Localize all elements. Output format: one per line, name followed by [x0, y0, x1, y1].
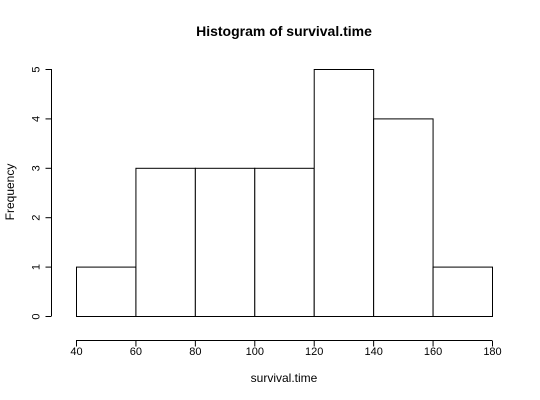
x-axis: 40 60 80 100 120 140 160 180: [70, 340, 502, 358]
histogram-bar-140-160: [373, 118, 434, 318]
y-tick-label: 1: [31, 264, 43, 270]
bars-group: [76, 69, 494, 318]
histogram-bar-100-120: [254, 167, 315, 317]
histogram-bar-120-140: [313, 69, 375, 317]
x-tick-label: 80: [189, 346, 201, 358]
y-tick-label: 5: [31, 66, 43, 72]
chart-title: Histogram of survival.time: [196, 23, 372, 39]
histogram-bar-80-100: [194, 167, 256, 317]
x-tick-label: 140: [364, 346, 382, 358]
y-axis-label: Frequency: [3, 164, 17, 221]
x-tick-label: 160: [424, 346, 442, 358]
x-tick-label: 40: [70, 346, 82, 358]
y-tick-label: 2: [31, 215, 43, 221]
x-tick-label: 60: [130, 346, 142, 358]
y-axis: 0 1 2 3 4 5: [31, 66, 52, 320]
x-tick-label: 120: [305, 346, 323, 358]
y-tick-label: 4: [31, 116, 43, 122]
histogram-bar-40-60: [76, 266, 137, 318]
histogram-bar-60-80: [135, 167, 196, 317]
histogram-bar-160-180: [432, 266, 494, 318]
y-tick-label: 3: [31, 165, 43, 171]
x-tick-label: 100: [246, 346, 264, 358]
x-axis-label: survival.time: [251, 371, 318, 385]
y-tick-label: 0: [31, 313, 43, 319]
x-tick-label: 180: [483, 346, 501, 358]
